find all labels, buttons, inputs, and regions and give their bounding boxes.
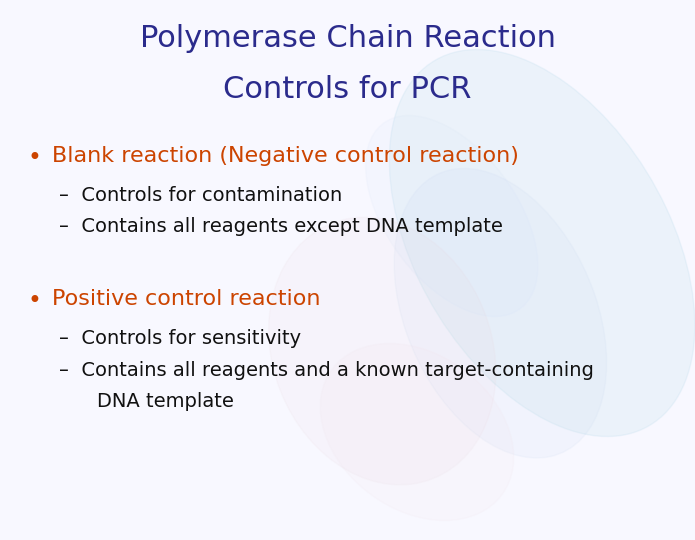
Ellipse shape [394, 168, 607, 458]
Text: Blank reaction (Negative control reaction): Blank reaction (Negative control reactio… [52, 146, 519, 166]
Ellipse shape [320, 343, 514, 521]
Text: –  Contains all reagents and a known target-containing: – Contains all reagents and a known targ… [59, 361, 594, 380]
Text: –  Contains all reagents except DNA template: – Contains all reagents except DNA templ… [59, 217, 503, 236]
Ellipse shape [389, 50, 695, 436]
Text: Polymerase Chain Reaction: Polymerase Chain Reaction [140, 24, 555, 53]
Text: •: • [28, 289, 42, 313]
Ellipse shape [269, 217, 496, 485]
Text: •: • [28, 146, 42, 170]
Text: Positive control reaction: Positive control reaction [52, 289, 320, 309]
Ellipse shape [366, 116, 538, 316]
Text: –  Controls for contamination: – Controls for contamination [59, 186, 343, 205]
Text: Controls for PCR: Controls for PCR [223, 75, 472, 104]
Text: –  Controls for sensitivity: – Controls for sensitivity [59, 329, 301, 348]
Text: DNA template: DNA template [97, 392, 234, 411]
